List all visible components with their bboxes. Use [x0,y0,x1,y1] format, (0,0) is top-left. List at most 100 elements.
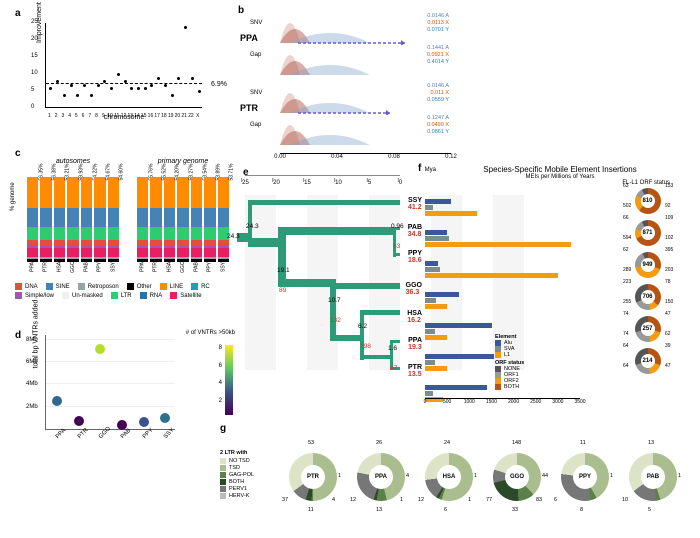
segment [27,177,38,208]
species-row [425,193,580,223]
donut-center: PTR [301,465,325,489]
xtick: 11 [114,113,119,119]
panel-g-ltr-donuts: g 2 LTR with NO TSDTSDGAG-POLBOTHPERV1HE… [220,425,700,538]
donut-chart: PTR [289,453,337,501]
segment [94,177,105,208]
donut-num: 1 [678,473,681,479]
ridge-stat: 0.0559 Y [427,97,449,103]
donut-num: 62 [665,331,671,337]
bar-label: SSY [110,261,116,272]
data-point [95,344,105,354]
donut-num: 223 [623,279,631,285]
panel-b-ridges: b PPASNV0.0146 A0.0113 X0.0701 YGap0.144… [238,5,453,165]
segment [177,177,189,208]
node-age: 6.2 [358,323,367,330]
bar-label: PPA [140,261,146,272]
xtick: 14 [134,113,140,119]
data-point [83,84,86,87]
legend-swatch [220,493,226,499]
xtick: 6 [82,113,85,119]
ridge-stat: 0.0861 Y [427,129,449,135]
data-point [164,84,167,87]
ridge-stat: 0.1247 A [427,115,449,121]
mei-bar [425,199,451,204]
bar-label: PPA [30,261,36,272]
legend-text: RC [201,284,210,290]
bar-label: GGO [70,261,76,273]
data-point [160,413,170,423]
donut-num: 47 [665,311,671,317]
mei-bar [425,329,435,334]
donut-num: 10 [622,497,628,503]
node-age: 24.3 [246,223,259,230]
legend-swatch [62,292,69,299]
axis-tick: 15 [303,178,311,182]
xtick: 18 [161,113,167,119]
xtick: 2500 [530,399,541,405]
mei-bar [425,323,492,328]
donut-num: 1 [468,497,471,503]
donut-num: 1 [610,473,613,479]
legend-text: LTR [121,293,132,299]
segment [81,227,92,240]
tree-branch [248,238,280,247]
panel-c-legend: DNASINERetroposonOtherLINERCSimple/lowUn… [15,283,225,299]
xtick: 0.00 [274,154,286,160]
donut-num: 53 [308,440,314,446]
xtick: 0.04 [331,154,343,160]
segment [81,248,92,257]
mei-bar [425,360,435,365]
tree-branch [248,200,400,205]
xtick: 2000 [508,399,519,405]
donut-num: 63 [623,183,629,189]
segment [27,248,38,257]
legend-item: Simple/low [15,292,54,299]
segment [137,177,148,208]
donut-num: 74 [623,311,629,317]
stacked-bar: 54.22%PAB [81,177,92,270]
segment [108,208,119,228]
donut-num: 92 [665,203,671,209]
tree-branch [278,227,286,283]
bar-percentage: 53.71% [229,164,235,181]
group-label: PTR [240,103,258,113]
donut-num: 26 [376,440,382,446]
mei-bar [425,366,447,371]
xtick: 21 [181,113,187,119]
donut-num: 47 [665,363,671,369]
donut-num: 74 [623,331,629,337]
xtick: PTR [76,427,89,440]
donut-center: PPY [573,465,597,489]
axis-tick: 0 [398,178,402,182]
panel-g-legend: 2 LTR with NO TSDTSDGAG-POLBOTHPERV1HERV… [220,450,275,500]
segment [67,248,79,257]
donut-center: 871 [641,226,655,240]
panel-c-stacked-bars: c autosomes% genome56.35%PPA56.38%PTR53.… [15,148,235,318]
tree-branch [330,335,361,341]
legend-item: RNA [140,292,163,299]
xtick: 16 [148,113,154,119]
donut-num: 66 [623,215,629,221]
panel-f-title: Species-Specific Mobile Element Insertio… [420,165,700,174]
panel-a-scatter: a Improvement in ancestral reconstructio… [15,8,230,128]
legend-swatch [170,292,177,299]
donut-num: 13 [648,440,654,446]
legend-item: GAG-POL [220,472,275,478]
xtick: 0 [424,399,427,405]
segment [54,208,65,228]
bar-percentage: 54.60% [119,164,125,181]
donut-num: 502 [623,203,631,209]
data-point [184,26,187,29]
legend-text: Un-masked [72,293,103,299]
segment [150,177,161,208]
node-count: 132 [330,317,341,324]
legend-text: BOTH [504,384,519,390]
donut-num: 11 [580,440,586,446]
mei-bar [425,211,477,216]
donut-num: 64 [623,343,629,349]
bar-label: GGO [180,261,186,273]
legend-swatch [46,283,53,290]
donut-center: 949 [641,258,655,272]
node-count: 47 [390,365,397,372]
segment [150,248,161,257]
